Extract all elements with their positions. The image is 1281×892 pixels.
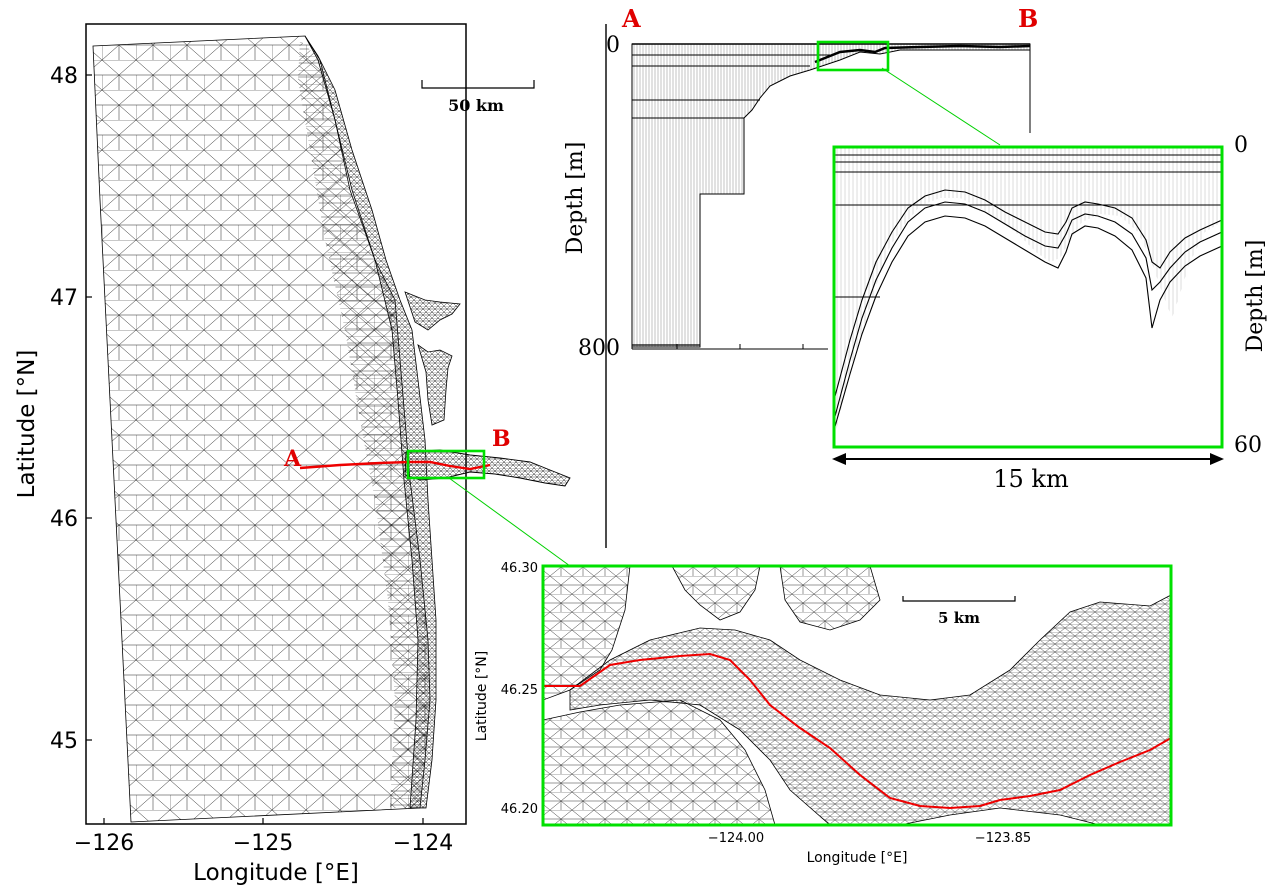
y-tick-label: 46 [50,507,78,532]
willapa-bay-mesh [417,344,453,426]
columbia-estuary-mesh [404,449,571,487]
estuary-zoom-connector [448,477,571,567]
estuary-scale-bar [902,596,1016,602]
main-map-x-ticks: −126 −125 −124 [74,818,453,856]
main-map-y-ticks: 48 47 46 45 [50,64,92,754]
section-zoom-y-top: 0 [1234,133,1248,158]
transect-line [299,460,491,471]
section-zoom-connector [881,67,1001,146]
grays-harbor-mesh [404,291,461,331]
transect-section: A B 0 800 Depth [m] [563,4,1038,548]
estuary-mesh-lower-left [543,699,776,825]
section-bathymetry-fill [631,43,1031,348]
section-zoom-box [816,40,890,72]
estuary-y-tick: 46.20 [501,802,538,817]
y-tick-label: 48 [50,64,78,89]
main-map-xlabel: Longitude [°E] [193,860,359,886]
coastal-mesh-fine [304,35,437,809]
estuary-upper-islands [671,566,881,631]
transect-label-b: B [492,426,511,452]
section-zoom: 0 60 Depth [m] 15 km [832,133,1268,493]
section-zoom-y-bottom: 60 [1234,433,1262,458]
main-map: A B 50 km −126 −125 −124 48 47 46 45 Lon… [14,23,571,886]
x-tick-label: −125 [233,831,293,856]
estuary-zoom-frame [541,564,1173,827]
main-map-ylabel: Latitude [°N] [14,350,40,499]
section-zoom-frame [832,145,1224,449]
x-tick-label: −124 [393,831,453,856]
section-y-top: 0 [606,33,620,58]
estuary-xlabel: Longitude [°E] [807,850,908,866]
transect-label-a: A [283,446,302,472]
scale-bar [421,80,535,89]
length-arrow [832,453,1224,465]
section-zoom-fill [834,147,1222,440]
ocean-mesh-medium [298,40,430,808]
y-tick-label: 45 [50,729,78,754]
estuary-x-tick: −124.00 [708,831,764,846]
estuary-ylabel: Latitude [°N] [474,651,490,741]
y-tick-label: 47 [50,286,78,311]
estuary-channel-mesh [569,594,1171,825]
x-tick-label: −126 [74,831,134,856]
estuary-scale-label: 5 km [938,609,980,627]
estuary-zoom: 5 km 46.30 46.25 46.20 −124.00 −123.85 L… [474,561,1173,866]
estuary-transect-line [543,652,1171,810]
section-label-a: A [621,4,641,33]
section-label-b: B [1018,4,1038,33]
estuary-x-tick: −123.85 [975,831,1031,846]
estuary-zoom-box [406,449,486,480]
section-zoom-ylabel: Depth [m] [1243,240,1268,353]
length-label: 15 km [993,465,1069,493]
scale-bar-label: 50 km [448,96,504,115]
section-y-bottom: 800 [578,336,620,361]
main-map-frame [85,23,467,825]
estuary-mesh-coarse [543,566,631,701]
section-ylabel: Depth [m] [563,142,588,255]
estuary-y-tick: 46.25 [501,683,538,698]
estuary-y-tick: 46.30 [501,561,538,576]
